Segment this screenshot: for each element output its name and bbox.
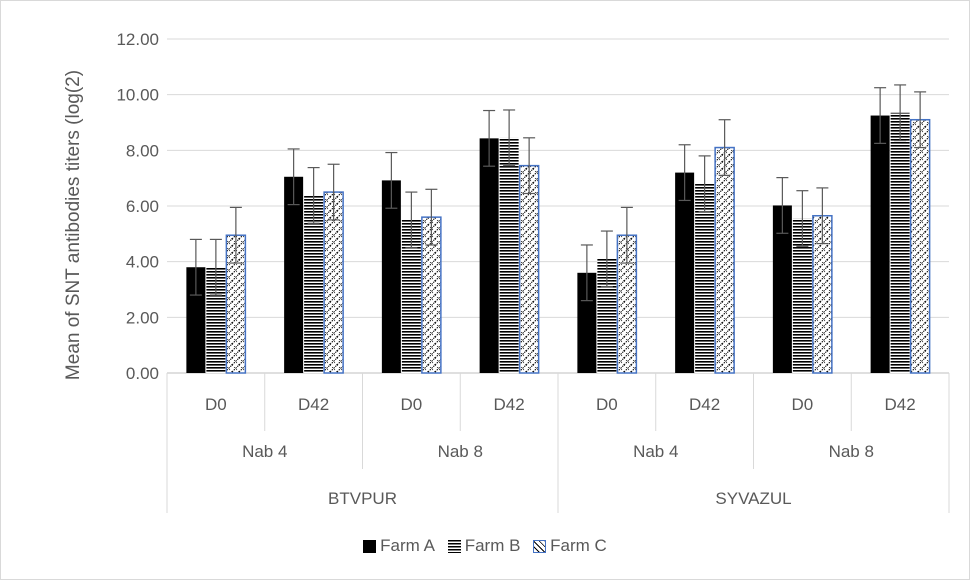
bar-farm-a: [284, 176, 304, 373]
x-tick-label: D42: [494, 395, 525, 414]
y-tick-label: 4.00: [126, 253, 159, 272]
bar-farm-c: [909, 118, 931, 374]
chart-plot: 0.00 2.00 4.00 6.00 8.00 10.00 12.00 D0 D42 D0 D4…: [63, 30, 950, 513]
y-tick-label: 10.00: [116, 86, 159, 105]
bar-farm-a: [772, 205, 792, 373]
bar-farm-b: [890, 112, 910, 373]
bar-farm-a: [675, 172, 695, 373]
x-group-label: Nab 8: [829, 442, 874, 461]
bar-farm-b: [499, 137, 519, 373]
x-group-label: Nab 8: [438, 442, 483, 461]
y-tick-label: 8.00: [126, 141, 159, 160]
x-tick-label: D42: [689, 395, 720, 414]
legend: Farm A Farm B Farm C: [0, 536, 970, 558]
x-tick-label: D0: [205, 395, 227, 414]
legend-swatch-farm-a: [363, 539, 377, 553]
bar-farm-b: [792, 218, 812, 373]
legend-swatch-farm-c: [533, 539, 547, 553]
legend-item-farm-a: Farm A: [363, 536, 435, 556]
legend-item-farm-b: Farm B: [447, 536, 521, 556]
bar-farm-a: [186, 267, 206, 373]
legend-label-farm-b: Farm B: [464, 536, 521, 555]
bar-farm-a: [479, 138, 499, 373]
bar-farm-a: [870, 115, 890, 374]
bar-farm-a: [381, 180, 401, 373]
bar-farm-c: [714, 146, 735, 374]
legend-swatch-farm-b: [447, 539, 461, 553]
x-tick-label: D0: [401, 395, 423, 414]
legend-label-farm-a: Farm A: [380, 536, 435, 555]
y-axis-title: Mean of SNT antibodies titers (log(2): [63, 70, 84, 380]
y-tick-label: 12.00: [116, 30, 159, 49]
legend-item-farm-c: Farm C: [533, 536, 607, 556]
y-tick-label: 6.00: [126, 197, 159, 216]
x-tick-label: D0: [792, 395, 814, 414]
x-group-label: Nab 4: [633, 442, 678, 461]
bar-farm-b: [597, 258, 617, 373]
x-supergroup-label: SYVAZUL: [715, 489, 791, 508]
bar-farm-b: [206, 267, 226, 373]
x-group-label: Nab 4: [242, 442, 287, 461]
x-tick-label: D0: [596, 395, 618, 414]
bar-farm-a: [577, 272, 597, 373]
y-tick-label: 2.00: [126, 308, 159, 327]
bar-farm-b: [695, 183, 715, 373]
bar-farm-b: [304, 195, 324, 373]
x-tick-label: D42: [885, 395, 916, 414]
x-tick-label: D42: [298, 395, 329, 414]
y-tick-label: 0.00: [126, 364, 159, 383]
bar-farm-b: [401, 219, 421, 373]
bar-farm-c: [518, 164, 540, 374]
x-supergroup-label: BTVPUR: [328, 489, 397, 508]
legend-label-farm-c: Farm C: [550, 536, 607, 555]
